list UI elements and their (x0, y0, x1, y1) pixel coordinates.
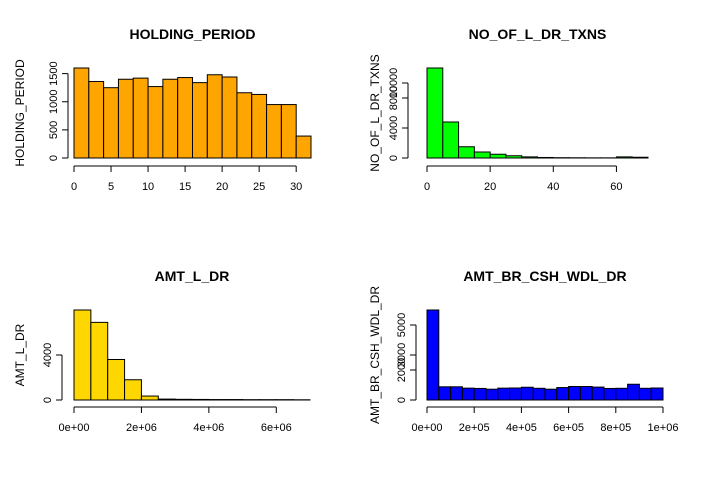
x-tick-label: 10 (142, 181, 154, 193)
histogram-bar (174, 398, 193, 401)
x-tick-label: 0e+00 (59, 422, 90, 434)
histogram-bar (505, 155, 523, 159)
histogram-bar (295, 135, 312, 159)
histogram-bar (88, 81, 105, 159)
x-tick-label: 6e+06 (261, 422, 292, 434)
histogram-bar (162, 78, 179, 159)
y-tick-label: 0 (42, 397, 54, 403)
y-axis-label: AMT_L_DR (13, 323, 27, 386)
histogram-bar (103, 87, 119, 159)
x-tick-label: 25 (253, 181, 265, 193)
histogram-bar (627, 383, 640, 401)
chart-title: AMT_BR_CSH_WDL_DR (463, 268, 626, 284)
histogram-bar (520, 386, 534, 401)
histogram-bar (509, 387, 522, 401)
histogram-bar (591, 386, 605, 401)
histogram-bar (461, 387, 475, 401)
x-tick-label: 15 (179, 181, 191, 193)
y-tick-label: 5000 (396, 313, 408, 337)
x-tick-label: 4e+05 (506, 422, 537, 434)
histogram-bar (638, 387, 652, 401)
histogram-bar (90, 321, 109, 401)
x-tick-label: 20 (216, 181, 228, 193)
x-tick-label: 2e+05 (459, 422, 490, 434)
y-axis-label: AMT_BR_CSH_WDL_DR (368, 286, 382, 424)
histogram-bar (140, 395, 159, 401)
x-tick-label: 30 (290, 181, 302, 193)
histogram-bar (473, 151, 491, 159)
histogram-bar (132, 77, 149, 159)
y-tick-label: 0 (388, 155, 400, 161)
histogram-bar (221, 76, 238, 159)
histogram-bar (497, 387, 511, 401)
y-tick-label: 0 (396, 397, 408, 403)
histogram-bar (117, 78, 134, 159)
histogram-bar (556, 387, 570, 401)
x-tick-label: 5 (108, 181, 114, 193)
chart-title: AMT_L_DR (155, 268, 230, 284)
histogram-bar (266, 104, 282, 159)
x-tick-label: 40 (547, 181, 559, 193)
y-axis-label: NO_OF_L_DR_TXNS (368, 54, 382, 171)
histogram-bar (631, 156, 649, 159)
x-tick-label: 2e+06 (126, 422, 157, 434)
histogram-bar (532, 387, 546, 401)
x-tick-label: 1e+06 (648, 422, 679, 434)
y-axis-label: HOLDING_PERIOD (13, 59, 27, 167)
x-tick-label: 8e+05 (600, 422, 631, 434)
y-tick-label: 1500 (48, 61, 60, 85)
y-tick-label: 1000 (48, 90, 60, 114)
x-tick-label: 20 (484, 181, 496, 193)
histogram-bar (124, 379, 142, 401)
x-tick-label: 0 (424, 181, 430, 193)
histogram-bar (426, 67, 444, 159)
histogram-bar (426, 309, 440, 401)
histogram-bar (236, 92, 253, 159)
y-tick-label: 2000 (396, 358, 408, 382)
histogram-bar (177, 77, 193, 159)
histogram-bar (568, 386, 581, 401)
chart-title: HOLDING_PERIOD (129, 26, 255, 42)
y-tick-label: 10000 (388, 68, 400, 99)
histogram-bar (280, 104, 297, 159)
histogram-bar (206, 74, 223, 159)
histogram-bar (251, 93, 268, 159)
histogram-bar (458, 146, 475, 159)
histogram-bar (537, 156, 554, 159)
y-tick-label: 0 (48, 155, 60, 161)
histogram-bar (603, 387, 617, 401)
x-tick-label: 60 (610, 181, 622, 193)
x-tick-label: 4e+06 (193, 422, 224, 434)
histogram-bar (544, 388, 558, 401)
x-tick-label: 0 (71, 181, 77, 193)
y-tick-label: 3000 (396, 343, 408, 367)
x-tick-label: 0e+00 (412, 422, 443, 434)
x-tick-label: 6e+05 (553, 422, 584, 434)
y-tick-label: 4000 (388, 116, 400, 140)
histogram-bar (438, 386, 452, 401)
histogram-bar (157, 398, 176, 401)
histogram-bar (473, 387, 487, 401)
histogram-bar (73, 309, 92, 401)
histogram-bar (615, 156, 633, 159)
histogram-bar (442, 121, 460, 159)
histogram-bar (615, 387, 629, 401)
histogram-bar (450, 386, 463, 401)
histogram-bar (489, 153, 507, 159)
histogram-bar (147, 86, 164, 159)
y-tick-label: 4000 (42, 343, 54, 367)
histogram-bar (650, 387, 664, 401)
y-tick-label: 500 (48, 121, 60, 139)
chart-title: NO_OF_L_DR_TXNS (469, 26, 607, 42)
y-tick-label: 8000 (388, 86, 400, 110)
histogram-bar (485, 388, 499, 401)
histogram-bar (107, 359, 126, 401)
histogram-bar (191, 398, 210, 401)
histogram-bar (579, 386, 593, 401)
histogram-bar (73, 67, 90, 159)
histogram-bar (192, 82, 208, 159)
histogram-bar (521, 156, 539, 159)
